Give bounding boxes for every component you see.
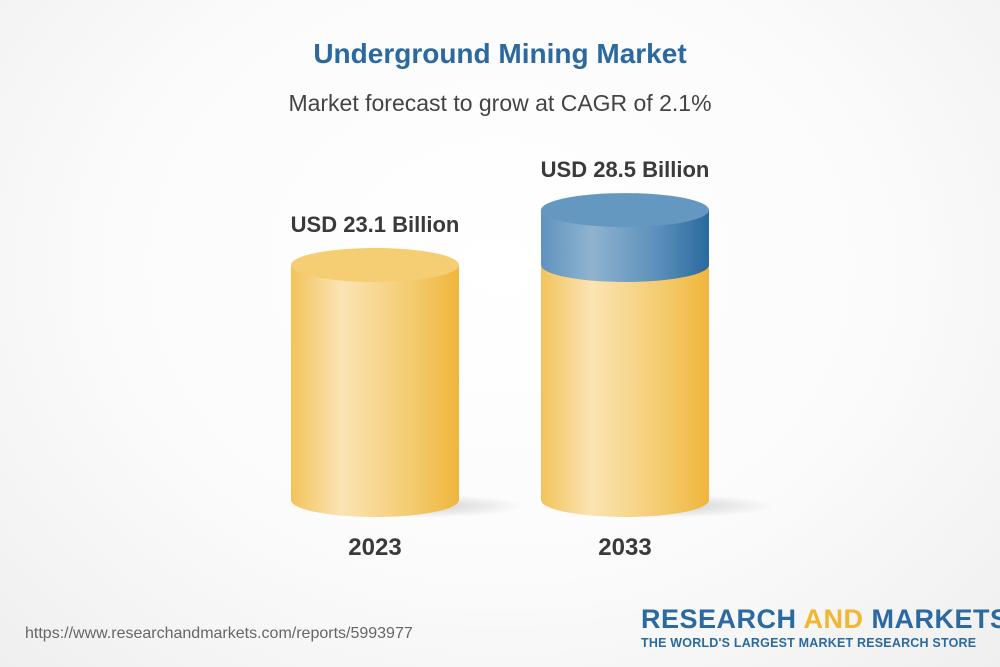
chart-title: Underground Mining Market <box>313 38 687 69</box>
data-label: USD 23.1 Billion <box>291 212 460 237</box>
category-label: 2023 <box>348 534 401 561</box>
category-label: 2033 <box>598 534 651 561</box>
data-label: USD 28.5 Billion <box>541 157 710 182</box>
logo-tagline: THE WORLD'S LARGEST MARKET RESEARCH STOR… <box>641 636 977 650</box>
bar-growth-body <box>541 210 709 282</box>
bar-base-body <box>291 265 459 517</box>
source-url[interactable]: https://www.researchandmarkets.com/repor… <box>25 625 413 642</box>
chart-subtitle: Market forecast to grow at CAGR of 2.1% <box>288 90 712 116</box>
bar-top <box>541 193 709 228</box>
bar-base-body <box>541 265 709 517</box>
brand-logo: RESEARCH AND MARKETS THE WORLD'S LARGEST… <box>641 604 1000 650</box>
logo-text-markets: MARKETS <box>863 604 1000 634</box>
logo-text-and: AND <box>803 604 864 634</box>
bar-top <box>291 248 459 282</box>
logo-text: RESEARCH <box>641 604 804 634</box>
